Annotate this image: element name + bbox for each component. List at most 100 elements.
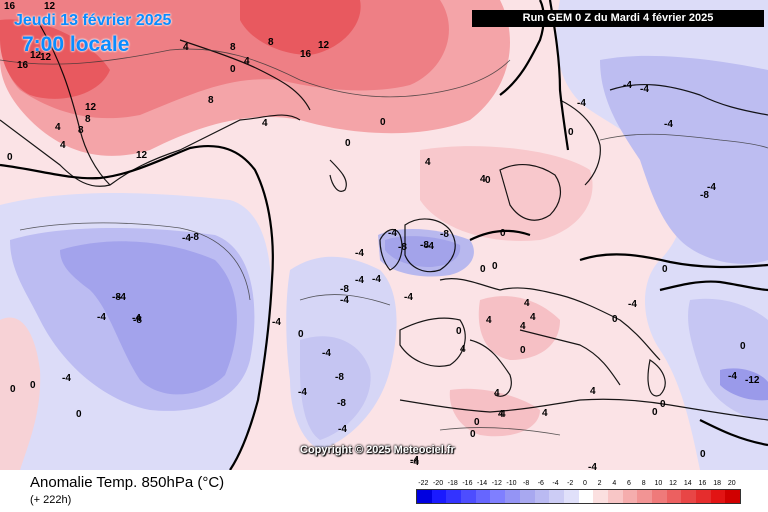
contour-label: -4	[410, 455, 419, 466]
contour-label: 0	[345, 138, 351, 149]
legend-swatch	[696, 490, 711, 503]
copyright-notice: Copyright © 2025 Meteociel.fr	[300, 444, 455, 456]
contour-label: -8	[133, 315, 142, 326]
legend-swatch	[578, 490, 594, 503]
contour-label: 0	[456, 326, 462, 337]
legend-swatch	[637, 490, 652, 503]
contour-label: 0	[480, 264, 486, 275]
contour-label: 4	[244, 56, 250, 67]
legend-tick-label: -22	[418, 480, 429, 487]
contour-label: -4	[388, 228, 397, 239]
contour-label: -8	[420, 240, 429, 251]
contour-label: 0	[612, 314, 618, 325]
legend-swatch	[475, 490, 491, 503]
legend-swatch	[666, 490, 682, 503]
legend-swatch	[431, 490, 447, 503]
contour-label: 12	[44, 1, 56, 12]
contour-label: -4	[355, 275, 364, 286]
contour-label: 0	[740, 341, 746, 352]
contour-label: 4	[262, 118, 268, 129]
contour-label: -4	[97, 312, 106, 323]
legend-tick-label: 14	[683, 480, 692, 487]
contour-label: -4	[707, 182, 716, 193]
contour-label: 16	[4, 1, 16, 12]
contour-label: 0	[30, 380, 36, 391]
contour-label: 0	[568, 127, 574, 138]
legend-tick-label: -6	[537, 480, 544, 487]
contour-label: -4	[62, 373, 71, 384]
contour-label: -8	[337, 398, 346, 409]
contour-label: 0	[230, 64, 236, 75]
contour-label: -4	[182, 233, 191, 244]
legend-tick-label: -14	[477, 480, 488, 487]
contour-label: -4	[404, 292, 413, 303]
contour-label: 12	[318, 40, 330, 51]
contour-label: 0	[485, 175, 491, 186]
legend-tick-label: 12	[669, 480, 677, 487]
contour-label: -8	[440, 229, 449, 240]
contour-label: 4	[498, 409, 504, 420]
contour-label: 4	[60, 140, 66, 151]
contour-label: 12	[40, 52, 52, 63]
contour-label: 4	[480, 174, 486, 185]
contour-label: 4	[425, 157, 431, 168]
legend-tick-label: -12	[491, 480, 502, 487]
contour-label: 12	[30, 50, 42, 61]
legend-swatch	[446, 490, 462, 503]
contour-label: 8	[230, 42, 236, 53]
contour-label: 0	[500, 228, 506, 239]
contour-label: 0	[76, 409, 82, 420]
contour-label: 0	[380, 117, 386, 128]
contour-label: 16	[300, 49, 312, 60]
contour-label: 0	[700, 449, 706, 460]
legend-tick-label: 6	[627, 480, 631, 487]
legend-swatch	[417, 490, 432, 503]
contour-label: 4	[524, 298, 530, 309]
contour-label: -4	[410, 457, 419, 468]
legend-swatch	[534, 490, 550, 503]
legend-swatch	[490, 490, 506, 503]
legend-tick-label: -8	[523, 480, 530, 487]
legend-tick-label: -16	[462, 480, 473, 487]
contour-label: -4	[372, 274, 381, 285]
legend-tick-label: 16	[698, 480, 707, 487]
contour-label: 4	[55, 122, 61, 133]
contour-label: -4	[355, 248, 364, 259]
legend-swatch	[725, 490, 741, 503]
lead-time: (+ 222h)	[30, 494, 72, 506]
contour-label: 0	[492, 261, 498, 272]
contour-label: -12	[745, 375, 760, 386]
contour-label: 4	[530, 312, 536, 323]
contour-label: -4	[132, 313, 141, 324]
legend-tick-label: -4	[552, 480, 559, 487]
contour-label: 12	[85, 102, 97, 113]
valid-time-label: 7:00 locale	[22, 33, 130, 56]
contour-label: -8	[335, 372, 344, 383]
legend-tick-label: 18	[713, 480, 721, 487]
legend-tick-label: 4	[612, 480, 617, 487]
contour-label: 8	[78, 125, 84, 136]
legend-tick-label: 2	[597, 480, 602, 487]
contour-label: -4	[298, 387, 307, 398]
legend-swatch	[652, 490, 667, 503]
contour-label: 4	[500, 409, 506, 420]
legend-tick-label: 8	[641, 480, 646, 487]
contour-label: 4	[590, 386, 596, 397]
contour-label: -4	[340, 295, 349, 306]
legend-swatch	[622, 490, 638, 503]
contour-label: -8	[190, 232, 199, 243]
legend-bar	[416, 489, 742, 504]
contour-label: 0	[298, 329, 304, 340]
legend-swatch	[505, 490, 520, 503]
legend-swatch	[710, 490, 726, 503]
legend-tick-label: -2	[567, 480, 574, 487]
parameter-title: Anomalie Temp. 850hPa (°C)	[30, 474, 225, 491]
contour-label: 8	[208, 95, 214, 106]
contour-label: -8	[340, 284, 349, 295]
contour-label: 4	[542, 408, 548, 419]
legend-swatch	[461, 490, 476, 503]
contour-label: 0	[474, 417, 480, 428]
legend-labels: -22 -20 -18 -16 -14 -12 -10 -8 -6 -4 -2 0 2 4 6 8 10 12 14…	[416, 479, 741, 489]
legend-tick-label: 20	[727, 480, 736, 487]
